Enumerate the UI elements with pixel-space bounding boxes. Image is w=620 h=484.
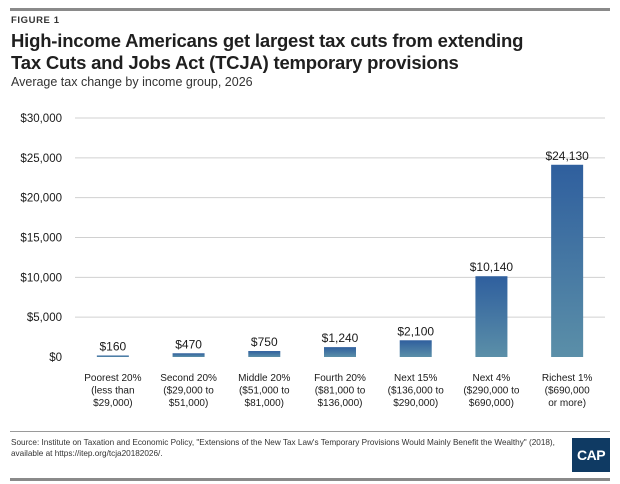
bar-value-labels: $160 $470 $750 $1,240 $2,100 $10,140 $24,130 <box>100 149 590 354</box>
y-tick-label: $10,000 <box>20 272 62 284</box>
top-rule <box>10 8 610 11</box>
y-axis-ticks: $0 $5,000 $10,000 $15,000 $20,000 $25,000 $30,… <box>20 113 62 364</box>
x-tick-label: Middle 20% ($51,000 to $81,000) <box>238 373 290 409</box>
x-tick-label: Next 4% ($290,000 to $690,000) <box>463 373 520 409</box>
bar <box>324 347 356 357</box>
bottom-bar <box>10 478 610 481</box>
bar-value-label: $160 <box>100 340 127 354</box>
bar <box>475 276 508 357</box>
gridlines <box>75 117 605 318</box>
y-tick-label: $30,000 <box>20 113 62 125</box>
bar-value-label: $470 <box>175 337 202 351</box>
x-tick-label: Second 20% ($29,000 to $51,000) <box>160 373 217 409</box>
bar-value-label: $1,240 <box>322 331 359 345</box>
y-tick-label: $20,000 <box>20 193 62 205</box>
figure-label: FIGURE 1 <box>11 15 60 26</box>
y-tick-label: $15,000 <box>20 233 62 245</box>
bar <box>96 355 129 357</box>
bar-value-label: $2,100 <box>397 324 434 338</box>
bar <box>172 353 205 357</box>
y-tick-label: $5,000 <box>27 312 62 324</box>
bar <box>248 351 281 357</box>
x-tick-label: Next 15% ($136,000 to $290,000) <box>388 373 445 409</box>
x-tick-label: Richest 1% ($690,000 or more) <box>542 373 593 409</box>
y-tick-label: $25,000 <box>20 153 62 165</box>
bar-value-label: $10,140 <box>470 260 514 274</box>
bar-value-label: $750 <box>251 335 278 349</box>
bar <box>551 164 584 357</box>
chart-subtitle: Average tax change by income group, 2026 <box>11 75 253 89</box>
y-tick-label: $0 <box>49 352 62 364</box>
bar <box>399 340 432 357</box>
source-note: Source: Institute on Taxation and Econom… <box>11 438 555 458</box>
x-tick-label: Poorest 20% (less than $29,000) <box>84 373 141 409</box>
chart-title: High-income Americans get largest tax cu… <box>11 30 524 73</box>
bars <box>96 164 584 357</box>
x-axis-ticks: Poorest 20% (less than $29,000) Second 20%(… <box>84 373 592 409</box>
x-tick-label: Fourth 20% ($81,000 to $136,000) <box>314 373 366 409</box>
bottom-rule <box>10 431 610 432</box>
cap-logo: CAP <box>572 438 610 472</box>
bar-value-label: $24,130 <box>545 149 589 163</box>
bar-chart: $0 $5,000 $10,000 $15,000 $20,000 $25,000 $30,… <box>20 113 605 409</box>
